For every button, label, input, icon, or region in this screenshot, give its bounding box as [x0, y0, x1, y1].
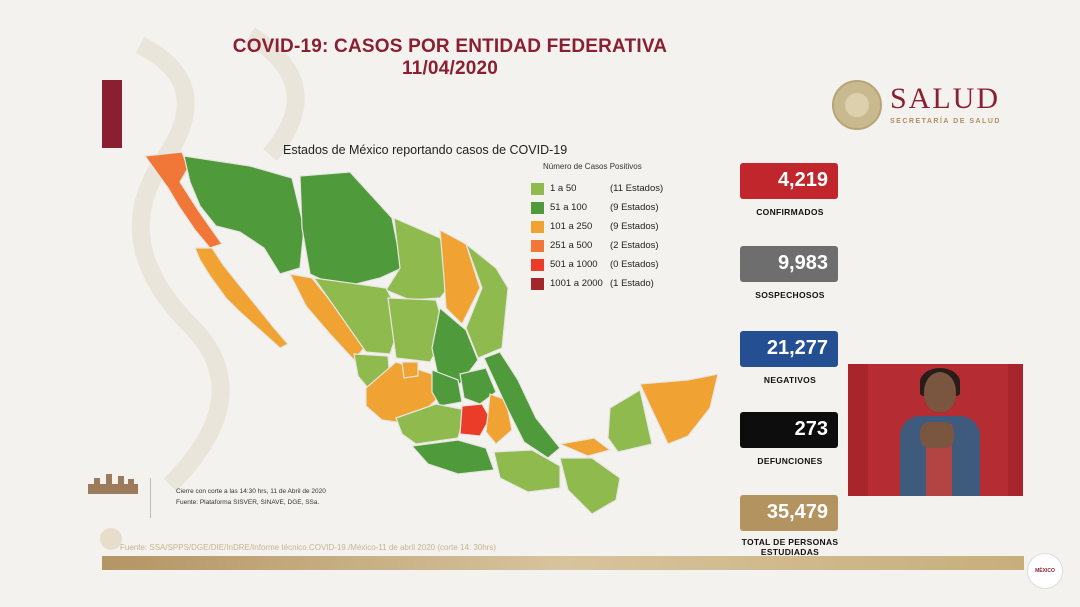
legend-swatch	[531, 220, 544, 233]
legend-swatch	[531, 239, 544, 252]
salud-logo-subtitle: SECRETARÍA DE SALUD	[890, 118, 1001, 125]
stat-total-box: 35,479	[740, 495, 838, 531]
title-line-2: 11/04/2020	[401, 58, 499, 79]
legend-count: (9 Estados)	[610, 202, 659, 213]
legend-title: Número de Casos Positivos	[543, 162, 642, 171]
gobierno-mexico-logo: MÉXICO	[1027, 553, 1063, 589]
map-title: Estados de México reportando casos de CO…	[283, 143, 568, 157]
state-oaxaca	[493, 449, 561, 493]
state-tamaulipas	[464, 242, 509, 359]
legend-item: 101 a 250 (9 Estados)	[531, 217, 663, 236]
state-slp	[431, 306, 479, 385]
stat-deaths-box: 273	[740, 412, 838, 448]
legend-range: 51 a 100	[550, 202, 587, 213]
title-line-1: COVID-19: CASOS POR ENTIDAD FEDERATIVA	[232, 36, 668, 57]
legend-swatch	[531, 201, 544, 214]
state-chihuahua	[299, 171, 403, 289]
state-guanajuato	[431, 369, 463, 407]
footnote-line-2: Fuente: Plataforma SISVER, SINAVE, DGE, …	[176, 499, 320, 506]
stat-total-label: TOTAL DE PERSONAS ESTUDIADAS	[741, 537, 839, 557]
page-title: COVID-19: CASOS POR ENTIDAD FEDERATIVA 1…	[160, 36, 740, 80]
legend-range: 501 a 1000	[550, 259, 598, 270]
legend-range: 251 a 500	[550, 240, 593, 251]
legend-item: 251 a 500 (2 Estados)	[531, 236, 663, 255]
legend-count: (2 Estados)	[610, 240, 659, 251]
stat-suspected-label: SOSPECHOSOS	[755, 290, 825, 300]
stat-suspected-box: 9,983	[740, 246, 838, 282]
source-text: Fuente: SSA/SPPS/DGE/DIE/InDRE/Informe t…	[120, 543, 497, 552]
stat-negative-label: NEGATIVOS	[763, 375, 817, 385]
legend-swatch	[531, 182, 544, 195]
legend-count: (9 Estados)	[610, 221, 659, 232]
map-legend: 1 a 50 (11 Estados) 51 a 100 (9 Estados)…	[531, 179, 663, 293]
legend-item: 1001 a 2000 (1 Estado)	[531, 274, 663, 293]
state-tabasco	[557, 437, 612, 457]
state-aguascalientes	[401, 361, 419, 379]
legend-count: (11 Estados)	[610, 183, 664, 194]
state-campeche	[607, 389, 653, 453]
stat-confirmed-box: 4,219	[740, 163, 838, 199]
state-sonora	[183, 155, 305, 275]
stat-negative-box: 21,277	[740, 331, 838, 367]
legend-count: (1 Estado)	[610, 278, 654, 289]
background-ornament	[131, 27, 305, 492]
state-cdmx	[459, 403, 491, 437]
accent-bar	[102, 80, 122, 148]
legend-count: (0 Estados)	[610, 259, 659, 270]
state-yucatan	[639, 373, 719, 445]
footnote-line-1: Cierre con corte a las 14:30 hrs, 11 de …	[176, 488, 326, 495]
salud-seal-icon	[832, 80, 882, 130]
state-durango	[312, 277, 403, 355]
state-chiapas	[559, 457, 621, 515]
legend-range: 1 a 50	[550, 183, 577, 194]
monument-logo-icon	[88, 474, 138, 494]
state-veracruz	[483, 351, 561, 459]
state-hidalgo	[459, 367, 497, 405]
gob-seal-icon	[100, 528, 122, 550]
stat-deaths-label: DEFUNCIONES	[757, 456, 823, 466]
legend-item: 1 a 50 (11 Estados)	[531, 179, 663, 198]
state-guerrero	[410, 439, 495, 475]
legend-swatch	[531, 277, 544, 290]
mexico-map	[143, 151, 719, 515]
state-michoacan	[395, 403, 467, 445]
legend-swatch	[531, 258, 544, 271]
legend-item: 51 a 100 (9 Estados)	[531, 198, 663, 217]
footer-bar	[102, 556, 1024, 570]
stat-confirmed-label: CONFIRMADOS	[756, 207, 824, 217]
sign-language-interpreter-video	[848, 364, 1023, 496]
legend-range: 1001 a 2000	[550, 278, 603, 289]
stats-panel: 4,219 CONFIRMADOS 9,983 SOSPECHOSOS 21,2…	[740, 163, 842, 557]
legend-item: 501 a 1000 (0 Estados)	[531, 255, 663, 274]
divider	[150, 478, 151, 518]
legend-range: 101 a 250	[550, 221, 593, 232]
salud-logo-word: SALUD	[890, 82, 1001, 115]
footnote: Cierre con corte a las 14:30 hrs, 11 de …	[176, 486, 326, 508]
state-baja-california-sur	[194, 247, 289, 349]
